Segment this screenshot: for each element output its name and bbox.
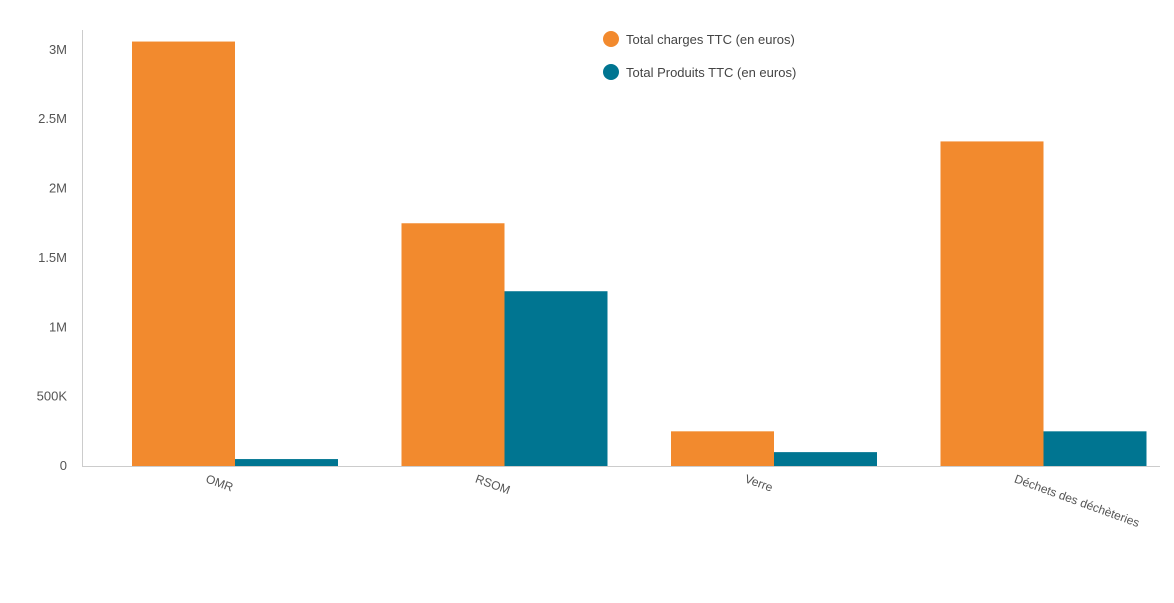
x-category-label: OMR [204,472,235,495]
bar-charges[interactable] [940,141,1044,466]
legend-label[interactable]: Total Produits TTC (en euros) [626,65,796,80]
x-category-label: RSOM [473,472,512,497]
y-tick-label: 2M [49,181,67,196]
legend-marker [603,31,619,47]
bar-charges[interactable] [132,41,235,466]
x-axis-labels: OMR RSOM Verre Déchets des déchèteries [204,472,1141,530]
legend: Total charges TTC (en euros) Total Produi… [603,31,796,80]
y-tick-label: 0 [60,458,67,473]
bars-group [132,41,1147,466]
y-tick-label: 1M [49,319,67,334]
y-axis-ticks: 0 500K 1M 1.5M 2M 2.5M 3M [37,42,68,473]
legend-label[interactable]: Total charges TTC (en euros) [626,32,795,47]
y-tick-label: 3M [49,42,67,57]
y-tick-label: 2.5M [38,111,67,126]
bar-produits[interactable] [504,291,608,466]
bar-charges[interactable] [401,223,505,466]
y-tick-label: 500K [37,389,68,404]
bar-produits[interactable] [1043,431,1147,466]
bar-charges[interactable] [671,431,774,466]
y-tick-label: 1.5M [38,250,67,265]
bar-produits[interactable] [774,452,877,466]
x-category-label: Déchets des déchèteries [1012,472,1141,530]
bar-produits[interactable] [235,459,338,466]
legend-marker [603,64,619,80]
x-category-label: Verre [743,472,775,495]
